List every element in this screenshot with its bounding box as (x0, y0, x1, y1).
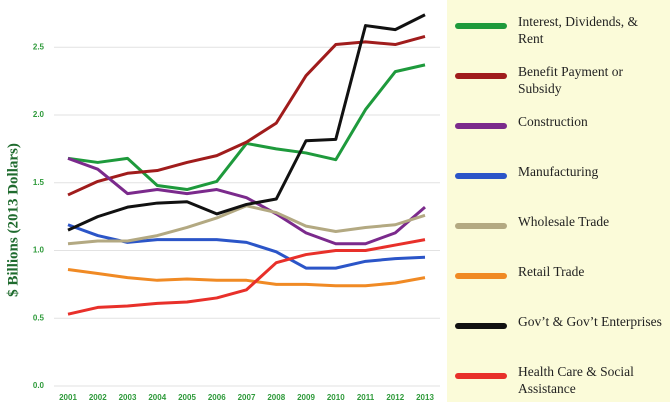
series-line (67, 223, 426, 270)
legend-item: Retail Trade (447, 257, 670, 303)
legend-label: Manufacturing (518, 164, 599, 179)
legend-swatch (455, 173, 507, 179)
x-tick-label: 2002 (89, 393, 107, 402)
legend-label: Construction (518, 114, 588, 129)
legend-item: Interest, Dividends, & Rent (447, 7, 670, 53)
y-tick-label: 1.5 (33, 178, 45, 187)
series-line (67, 238, 426, 316)
x-tick-label: 2007 (238, 393, 256, 402)
legend-label: Health Care & Social Assistance (518, 364, 634, 396)
x-tick-label: 2006 (208, 393, 226, 402)
x-tick-label: 2012 (386, 393, 404, 402)
legend-item: Wholesale Trade (447, 207, 670, 253)
x-tick-label: 2013 (416, 393, 434, 402)
legend-label: Interest, Dividends, & Rent (518, 14, 638, 46)
legend-swatch (455, 123, 507, 129)
series-line (67, 204, 426, 246)
legend-label: Retail Trade (518, 264, 585, 279)
legend-swatch (455, 73, 507, 79)
legend-label: Benefit Payment or Subsidy (518, 64, 623, 96)
legend-swatch (455, 373, 507, 379)
y-tick-label: 2.5 (33, 42, 45, 51)
legend-swatch (455, 23, 507, 29)
y-axis-label: $ Billions (2013 Dollars) (5, 143, 21, 297)
y-tick-label: 1.0 (33, 246, 45, 255)
y-tick-label: 0.5 (33, 313, 45, 322)
legend-item: Construction (447, 107, 670, 153)
x-tick-label: 2001 (59, 393, 77, 402)
series-line (67, 13, 426, 232)
x-tick-label: 2009 (297, 393, 315, 402)
y-tick-label: 0.0 (33, 381, 45, 390)
legend-item: Benefit Payment or Subsidy (447, 57, 670, 103)
series-line (67, 63, 426, 192)
legend-item: Manufacturing (447, 157, 670, 203)
legend-item: Health Care & Social Assistance (447, 357, 670, 402)
legend-label: Wholesale Trade (518, 214, 610, 229)
series-line (67, 34, 426, 197)
y-tick-label: 2.0 (33, 110, 45, 119)
x-tick-label: 2011 (357, 393, 375, 402)
x-tick-label: 2005 (178, 393, 196, 402)
x-tick-label: 2003 (119, 393, 137, 402)
series-line (67, 156, 426, 246)
legend-swatch (455, 323, 507, 329)
series-line (67, 267, 426, 288)
legend-label: Gov’t & Gov’t Enterprises (518, 314, 662, 329)
x-tick-label: 2010 (327, 393, 345, 402)
plot: $ Billions (2013 Dollars) 0.0 0.5 1.0 1.5 2.… (5, 13, 440, 402)
x-tick-label: 2004 (148, 393, 166, 402)
legend-swatch (455, 223, 507, 229)
legend-swatch (455, 273, 507, 279)
x-tick-label: 2008 (267, 393, 285, 402)
legend-item: Gov’t & Gov’t Enterprises (447, 307, 670, 353)
legend: Interest, Dividends, & Rent Benefit Payme… (447, 0, 670, 402)
